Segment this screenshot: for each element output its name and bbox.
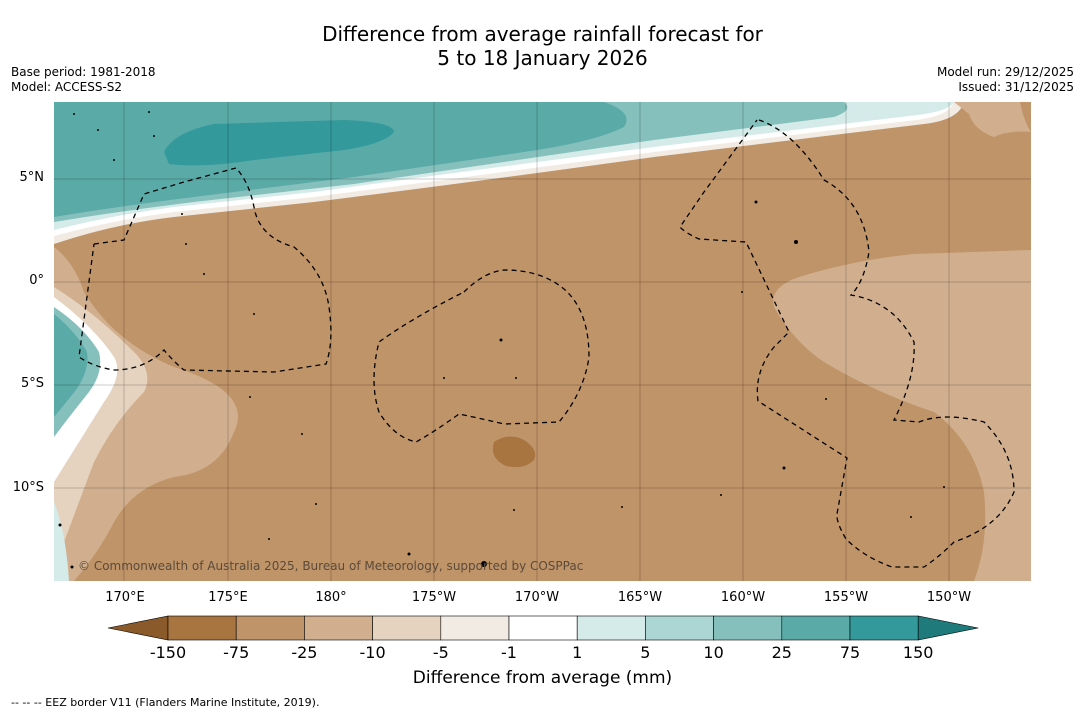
- eez-border-central: [373, 269, 590, 443]
- colorbar-tick-label: 5: [640, 643, 651, 662]
- base-period: Base period: 1981-2018: [11, 65, 156, 79]
- colorbar-tick-label: 150: [902, 643, 934, 662]
- eez-border-west: [78, 167, 332, 373]
- lon-label-165w: 165°W: [617, 590, 663, 605]
- lon-label-160w: 160°W: [720, 590, 766, 605]
- north-wet-zone-75: [164, 120, 394, 166]
- colorbar-segment: [781, 615, 851, 641]
- lon-label-150w: 150°W: [926, 590, 972, 605]
- colorbar-tick-label: -75: [223, 643, 250, 662]
- model-name: Model: ACCESS-S2: [11, 80, 123, 94]
- colorbar-segment: [235, 615, 305, 641]
- island-markers: [58, 111, 945, 569]
- colorbar-segment: [508, 615, 578, 641]
- colorbar-segment: [167, 615, 237, 641]
- colorbar-tick-label: 75: [839, 643, 861, 662]
- colorbar-segment: [304, 615, 373, 641]
- issued-date: Issued: 31/12/2025: [958, 80, 1074, 94]
- lon-label-170w: 170°W: [514, 590, 560, 605]
- lat-label-10s: 10°S: [12, 480, 44, 495]
- colorbar-tick-label: 10: [703, 643, 724, 662]
- title-line-2: 5 to 18 January 2026: [437, 46, 648, 70]
- rainfall-anomaly-map: [54, 102, 1031, 581]
- lon-label-180: 180°: [315, 590, 347, 605]
- central-dark-dry-blob: [492, 436, 536, 468]
- colorbar-extend-high: [917, 615, 979, 641]
- copyright-notice: © Commonwealth of Australia 2025, Bureau…: [78, 559, 584, 573]
- colorbar-segment: [645, 615, 714, 641]
- colorbar-tick-label: -5: [432, 643, 449, 662]
- colorbar-extend-low: [107, 615, 169, 641]
- southwest-wet-corner: [54, 502, 69, 581]
- grid-lines: [54, 102, 1031, 581]
- lat-label-0: 0°: [29, 273, 44, 288]
- colorbar-tick-label: -25: [291, 643, 318, 662]
- eez-border-east: [679, 119, 1015, 568]
- north-dry-edge-light: [954, 102, 1031, 137]
- colorbar-tick-label: -150: [149, 643, 187, 662]
- lat-label-5n: 5°N: [19, 170, 45, 185]
- model-run: Model run: 29/12/2025: [936, 65, 1074, 79]
- lon-label-175w: 175°W: [411, 590, 457, 605]
- lon-label-175e: 175°E: [208, 590, 248, 605]
- east-light-dry-zone: [773, 250, 1031, 581]
- colorbar: [107, 615, 979, 641]
- lat-label-5s: 5°S: [20, 376, 44, 391]
- lon-label-155w: 155°W: [823, 590, 869, 605]
- north-dry-edge-strip: [1020, 102, 1031, 132]
- colorbar-segment: [849, 615, 919, 641]
- eez-footnote: -- -- -- EEZ border V11 (Flanders Marine…: [11, 696, 320, 709]
- lon-label-170e: 170°E: [105, 590, 145, 605]
- west-wet-zone-25: [54, 314, 88, 417]
- colorbar-tick-label: 25: [771, 643, 792, 662]
- title-line-1: Difference from average rainfall forecas…: [322, 22, 763, 46]
- colorbar-segment: [713, 615, 783, 641]
- colorbar-segment: [576, 615, 646, 641]
- colorbar-segment: [372, 615, 442, 641]
- colorbar-segment: [440, 615, 510, 641]
- colorbar-tick-label: 1: [572, 643, 583, 662]
- colorbar-tick-label: -10: [359, 643, 386, 662]
- colorbar-title: Difference from average (mm): [412, 668, 673, 688]
- colorbar-tick-label: -1: [501, 643, 517, 662]
